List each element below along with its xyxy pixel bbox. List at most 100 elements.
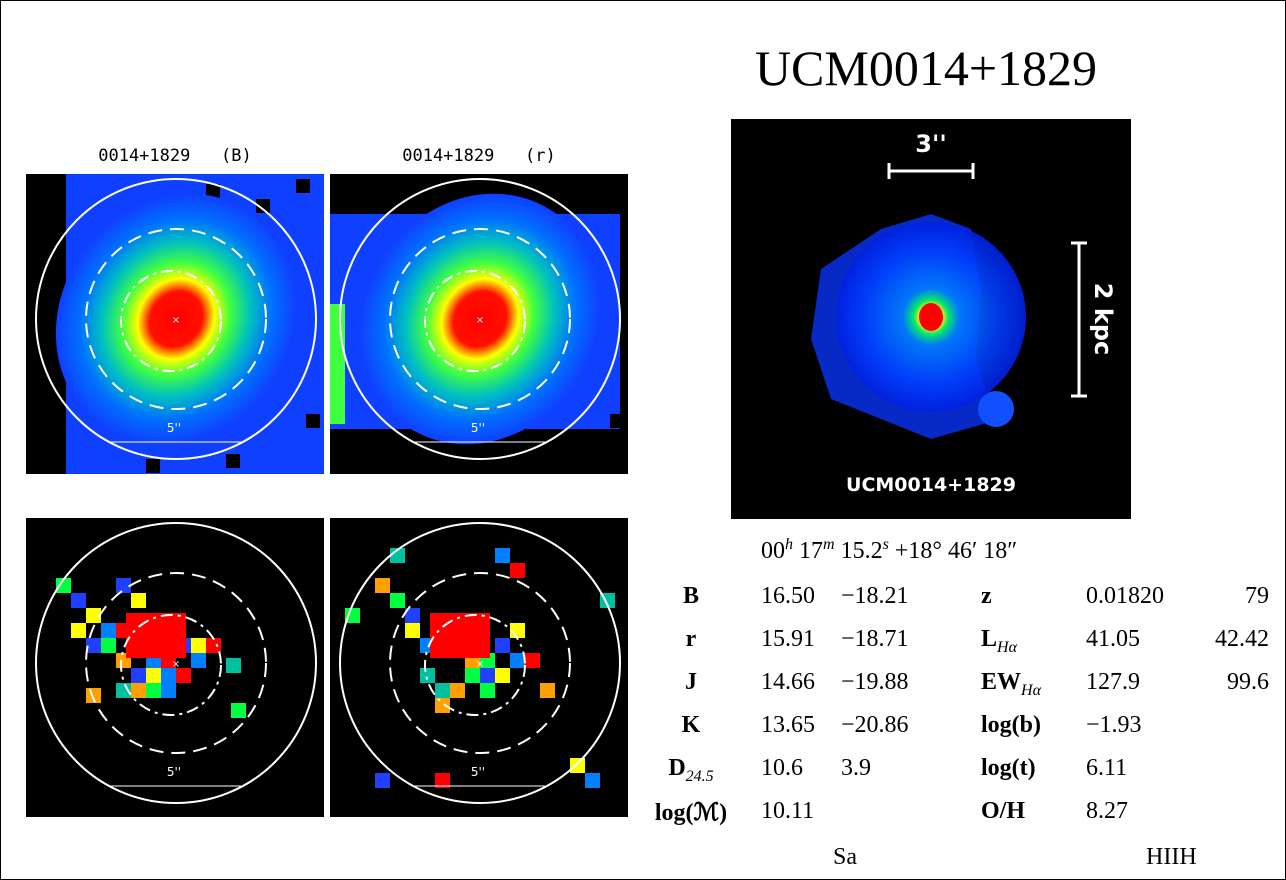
- pixel: [161, 683, 176, 698]
- label-text: K: [682, 712, 701, 738]
- pixel: [131, 683, 146, 698]
- pixel: [131, 668, 146, 683]
- edge: [330, 304, 345, 424]
- figure-title: UCM0014+1829: [701, 39, 1151, 97]
- row-label: log(b): [981, 712, 1041, 739]
- coordinates: 00h 17m 15.2s +18° 46′ 18″: [761, 536, 1011, 565]
- value: −19.88: [841, 669, 909, 696]
- row-label: O/H: [981, 798, 1025, 825]
- row-label: EWHα: [981, 669, 1041, 700]
- spectral-class: HIIH: [1146, 844, 1197, 871]
- pixel: [420, 668, 435, 683]
- pixel: [71, 623, 86, 638]
- value: −20.86: [841, 712, 909, 739]
- pixel: [191, 638, 206, 653]
- pixel: [375, 773, 390, 788]
- morphology: Sa: [833, 844, 857, 871]
- label-text: L: [981, 626, 997, 652]
- label-text: r: [686, 626, 697, 652]
- masked-pixel: [530, 454, 544, 468]
- pixel: [226, 658, 241, 673]
- scale-label: 5'': [471, 421, 485, 435]
- pixel: [86, 638, 101, 653]
- value: 99.6: [1227, 669, 1269, 696]
- value: 13.65: [761, 712, 815, 739]
- ra-unit: h: [785, 536, 793, 553]
- value: 15.91: [761, 626, 815, 653]
- label-subscript: Hα: [997, 639, 1017, 656]
- center-mark: ×: [172, 315, 180, 326]
- label-text: O/H: [981, 798, 1025, 824]
- scale-label: 5'': [471, 765, 485, 779]
- pixel: [585, 773, 600, 788]
- label-text: B: [683, 583, 699, 609]
- pixel: [191, 653, 206, 668]
- ra-part: 00h: [761, 538, 799, 564]
- pixel: [480, 668, 495, 683]
- pixel: [510, 563, 525, 578]
- pixel: [131, 593, 146, 608]
- pixel: [480, 683, 495, 698]
- pixel: [146, 668, 161, 683]
- value: 8.27: [1086, 798, 1128, 825]
- ra-value: 17: [799, 538, 823, 564]
- value: −18.21: [841, 583, 909, 610]
- core-pixels: [430, 613, 490, 658]
- scale-label: 5'': [167, 421, 181, 435]
- pixel: [525, 653, 540, 668]
- pixel: [176, 668, 191, 683]
- pixel: [101, 638, 116, 653]
- pixel: [231, 703, 246, 718]
- row-label: z: [981, 583, 992, 610]
- row-label: LHα: [981, 626, 1017, 657]
- row-label: J: [641, 669, 741, 696]
- label-text: log(t): [981, 755, 1036, 781]
- image-label: UCM0014+1829: [846, 474, 1016, 496]
- value: 127.9: [1086, 669, 1140, 696]
- pixel: [161, 668, 176, 683]
- value: 16.50: [761, 583, 815, 610]
- pixel: [570, 758, 585, 773]
- row-label: K: [641, 712, 741, 739]
- pixel: [465, 668, 480, 683]
- ra-part: 15.2s: [841, 538, 895, 564]
- masked-pixel: [350, 444, 364, 458]
- value: −1.93: [1086, 712, 1142, 739]
- label-text: z: [981, 583, 992, 609]
- row-label: log(ℳ): [641, 798, 741, 827]
- label-text: EW: [981, 669, 1021, 695]
- center-mark: ×: [476, 315, 484, 326]
- dec-part: +18°: [895, 538, 942, 564]
- label-subscript: Hα: [1021, 682, 1041, 699]
- masked-pixel: [146, 459, 160, 473]
- value: 79: [1245, 583, 1269, 610]
- pixel: [495, 668, 510, 683]
- pixel: [540, 683, 555, 698]
- label-text: J: [685, 669, 697, 695]
- masked-pixel: [610, 414, 624, 428]
- value: 0.01820: [1086, 583, 1164, 610]
- masked-pixel: [46, 444, 60, 458]
- pixel: [375, 578, 390, 593]
- pixel: [510, 653, 525, 668]
- pixel: [71, 593, 86, 608]
- value: 10.6: [761, 755, 803, 782]
- core-pixels: [126, 613, 186, 658]
- pixel: [495, 638, 510, 653]
- ra-value: 00: [761, 538, 785, 564]
- b-residual-image: ×5'': [26, 518, 324, 817]
- masked-pixel: [450, 459, 464, 473]
- page: UCM0014+1829 0014+1829 (B) 0014+1829 (r)…: [0, 0, 1286, 880]
- dec-part: 46′: [948, 538, 977, 564]
- row-label: log(t): [981, 755, 1036, 782]
- ra-unit: s: [883, 536, 889, 553]
- panel-title: 0014+1829 (r): [329, 146, 629, 166]
- r-residual-image: ×5'': [330, 518, 628, 817]
- angular-scale: 3'': [915, 130, 946, 158]
- label-text: log(b): [981, 712, 1041, 738]
- b-band-image: × 5'': [26, 174, 324, 474]
- row-label: D24.5: [641, 755, 741, 786]
- pixel: [435, 683, 450, 698]
- row-label: B: [641, 583, 741, 610]
- masked-pixel: [226, 454, 240, 468]
